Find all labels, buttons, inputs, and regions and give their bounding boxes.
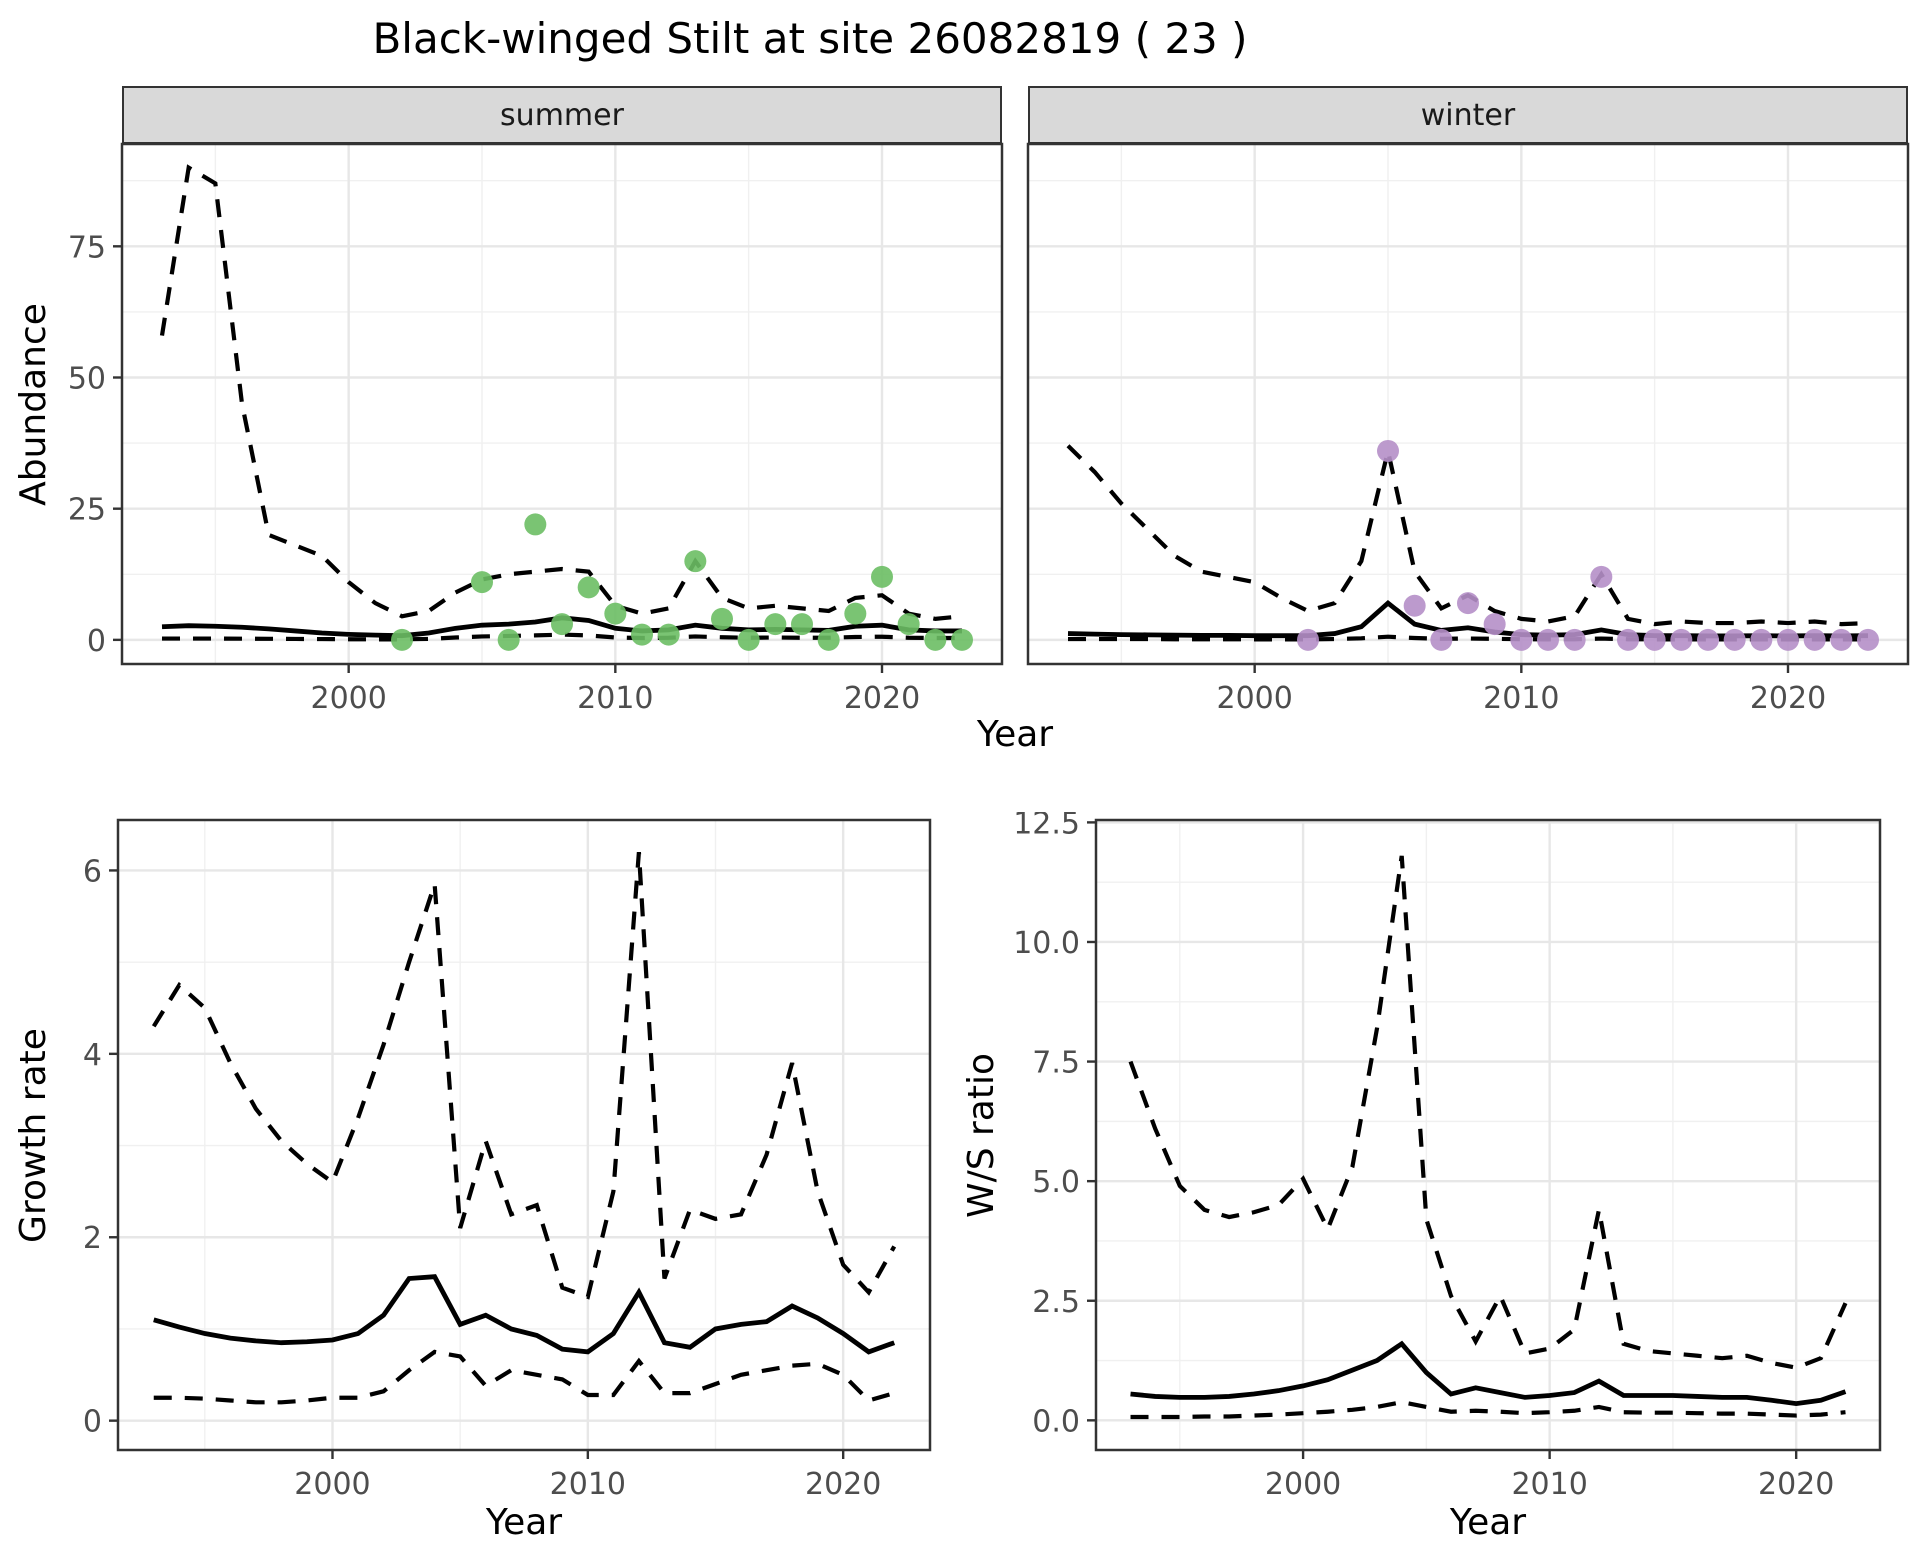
winter-panel-observed-count-point bbox=[1777, 628, 1799, 651]
x-tick-label: 2020 bbox=[844, 681, 920, 714]
ws-panel-lower-ci-line bbox=[1130, 1400, 1846, 1420]
winter-panel-observed-count-point bbox=[1697, 628, 1719, 651]
ws-panel: 2000 2010 2020 0.0 2.5 5.0 7.5 10.0 12.5 bbox=[1013, 812, 1882, 1498]
winter-panel-observed-count-point bbox=[1457, 592, 1479, 615]
y-tick-label: 25 bbox=[68, 493, 106, 528]
winter-panel-observed-count-point bbox=[1803, 628, 1826, 651]
y-tick-label: 2.5 bbox=[1032, 1285, 1080, 1320]
y-tick-label: 6 bbox=[83, 854, 102, 889]
winter-panel-observed-count-point bbox=[1510, 628, 1533, 651]
bottom-panels-canvas: 2000 2010 2020 0 2 4 6 2000 2010 2020 0.0 2.5 5.0 7.5… bbox=[83, 812, 1882, 1498]
summer-panel-upper-ci-line bbox=[159, 164, 963, 621]
winter-panel-border bbox=[1026, 142, 1910, 666]
summer-panel-observed-count-point bbox=[604, 602, 627, 625]
growth-panel-border bbox=[116, 818, 932, 1452]
x-tick-label: 2000 bbox=[310, 681, 386, 714]
x-tick-label: 2010 bbox=[550, 1467, 626, 1498]
winter-panel-observed-count-point bbox=[1297, 628, 1319, 651]
summer-panel-observed-count-point bbox=[844, 602, 867, 625]
summer-panel-observed-count-point bbox=[764, 613, 787, 636]
growth-panel-upper-ci-line bbox=[151, 851, 897, 1300]
summer-panel-observed-count-point bbox=[471, 571, 493, 594]
growth-x-axis-title: Year bbox=[485, 1502, 563, 1543]
x-tick-label: 2010 bbox=[1483, 681, 1559, 714]
abundance-figure: Abundance summer winter 2000 2010 2020 0 25 5… bbox=[10, 86, 1910, 758]
ws-y-axis-title: W/S ratio bbox=[961, 1052, 1003, 1218]
summer-panel-observed-count-point bbox=[524, 513, 547, 536]
growth-panel-fitted-mean-line bbox=[153, 1274, 896, 1355]
winter-panel-observed-count-point bbox=[1723, 628, 1746, 651]
winter-panel-observed-count-point bbox=[1643, 628, 1666, 651]
winter-panel-observed-count-point bbox=[1403, 594, 1426, 617]
winter-panel-observed-count-point bbox=[1670, 628, 1693, 651]
summer-panel: 2000 2010 2020 0 25 50 75 bbox=[68, 142, 1004, 714]
y-tick-label: 0 bbox=[87, 624, 106, 659]
summer-panel-observed-count-point bbox=[791, 613, 813, 636]
summer-panel-observed-count-point bbox=[711, 607, 733, 630]
summer-panel-observed-count-point bbox=[497, 628, 520, 651]
summer-panel-observed-count-point bbox=[871, 565, 893, 588]
facet-strip-summer: summer bbox=[122, 86, 1002, 144]
y-tick-label: 0.0 bbox=[1032, 1404, 1080, 1439]
winter-panel-observed-count-point bbox=[1750, 628, 1773, 651]
winter-panel: 2000 2010 2020 bbox=[1026, 142, 1910, 714]
ws-panel-upper-ci-line bbox=[1128, 855, 1848, 1370]
summer-panel-observed-count-point bbox=[657, 623, 680, 646]
y-tick-label: 4 bbox=[83, 1038, 102, 1073]
chart-title: Black-winged Stilt at site 26082819 ( 23… bbox=[372, 14, 1248, 63]
growth-y-axis-title-wrap: Growth rate bbox=[10, 820, 56, 1450]
x-tick-label: 2000 bbox=[1216, 681, 1292, 714]
growth-panel: 2000 2010 2020 0 2 4 6 bbox=[83, 818, 932, 1498]
ws-y-axis-title-wrap: W/S ratio bbox=[960, 820, 1004, 1450]
y-tick-label: 0 bbox=[83, 1405, 102, 1440]
summer-panel-observed-count-point bbox=[684, 550, 707, 573]
summer-panel-observed-count-point bbox=[951, 628, 973, 651]
summer-panel-observed-count-point bbox=[817, 628, 840, 651]
facet-strip-summer-label: summer bbox=[500, 97, 624, 133]
winter-panel-observed-count-point bbox=[1537, 628, 1559, 651]
winter-panel-observed-count-point bbox=[1617, 628, 1639, 651]
facet-strip-winter-label: winter bbox=[1420, 97, 1516, 133]
summer-panel-observed-count-point bbox=[737, 628, 760, 651]
y-tick-label: 75 bbox=[68, 230, 106, 265]
y-tick-label: 50 bbox=[68, 362, 106, 397]
bottom-row: 2000 2010 2020 0 2 4 6 2000 2010 2020 0.0 2.5 5.0 7.5… bbox=[10, 812, 1910, 1552]
x-tick-label: 2020 bbox=[1758, 1467, 1834, 1498]
abundance-panels-canvas: 2000 2010 2020 0 25 50 75 2000 2010 2020 bbox=[68, 142, 1910, 714]
ws-x-axis-title: Year bbox=[1449, 1502, 1527, 1543]
summer-panel-border bbox=[120, 142, 1004, 666]
x-tick-label: 2020 bbox=[1750, 681, 1826, 714]
growth-panel-lower-ci-line bbox=[153, 1349, 895, 1405]
summer-panel-observed-count-point bbox=[577, 576, 600, 599]
winter-panel-observed-count-point bbox=[1830, 628, 1853, 651]
abundance-x-axis-title: Year bbox=[976, 714, 1054, 755]
ws-panel-fitted-mean-line bbox=[1130, 1340, 1847, 1407]
summer-panel-observed-count-point bbox=[924, 628, 947, 651]
x-tick-label: 2020 bbox=[805, 1467, 881, 1498]
summer-panel-observed-count-point bbox=[551, 613, 573, 636]
x-tick-label: 2000 bbox=[1265, 1467, 1341, 1498]
summer-panel-observed-count-point bbox=[897, 613, 920, 636]
winter-panel-observed-count-point bbox=[1377, 439, 1399, 462]
x-tick-label: 2010 bbox=[1511, 1467, 1587, 1498]
summer-panel-lower-ci-line bbox=[162, 632, 962, 642]
y-tick-label: 5.0 bbox=[1032, 1165, 1080, 1200]
x-tick-label: 2010 bbox=[577, 681, 653, 714]
summer-panel-observed-count-point bbox=[391, 628, 413, 651]
summer-panel-observed-count-point bbox=[631, 623, 653, 646]
y-tick-label: 7.5 bbox=[1032, 1046, 1080, 1081]
winter-panel-observed-count-point bbox=[1590, 565, 1613, 588]
growth-y-axis-title: Growth rate bbox=[12, 1027, 54, 1243]
y-tick-label: 10.0 bbox=[1013, 926, 1080, 961]
winter-panel-observed-count-point bbox=[1483, 613, 1506, 636]
winter-panel-observed-count-point bbox=[1563, 628, 1586, 651]
y-tick-label: 2 bbox=[83, 1221, 102, 1256]
y-tick-label: 12.5 bbox=[1013, 812, 1080, 841]
winter-panel-observed-count-point bbox=[1430, 628, 1453, 651]
x-tick-label: 2000 bbox=[294, 1467, 370, 1498]
winter-panel-observed-count-point bbox=[1857, 628, 1879, 651]
ws-panel-border bbox=[1094, 818, 1882, 1452]
